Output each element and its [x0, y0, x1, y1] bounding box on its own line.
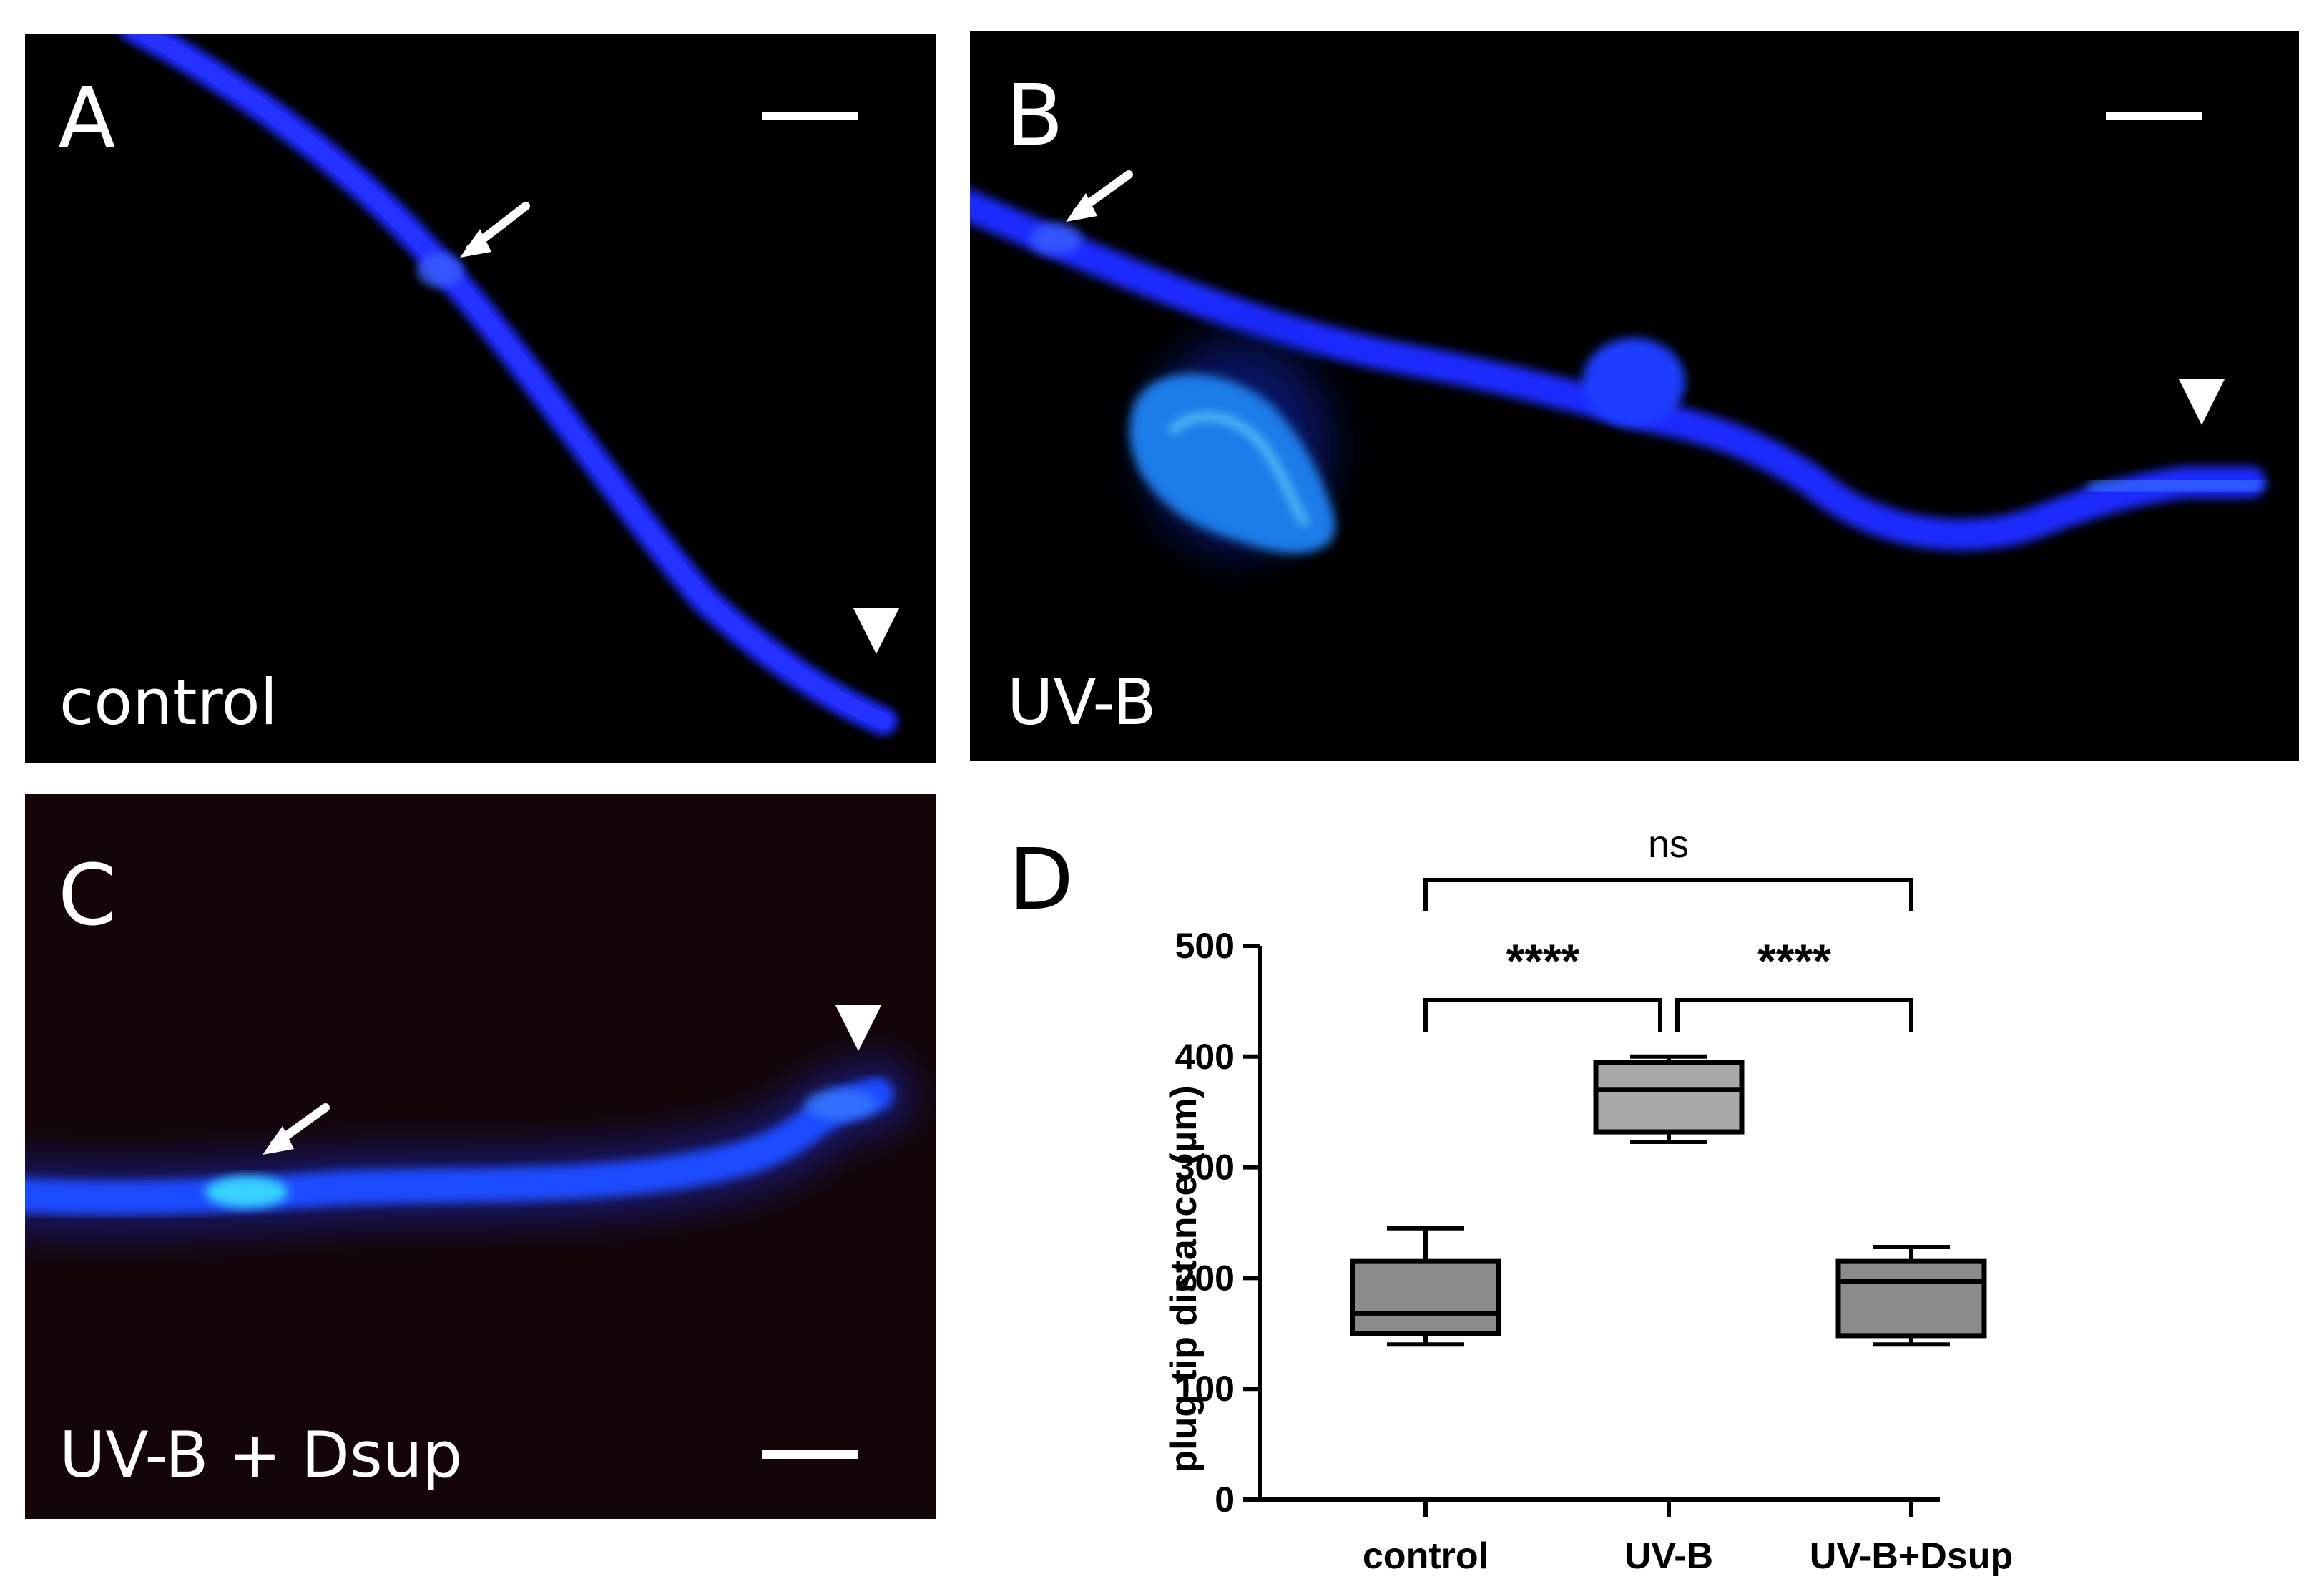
condition-label: UV-B + Dsup — [59, 1418, 463, 1492]
chart-boxes — [1350, 1054, 1987, 1347]
x-tick-label: control — [1363, 1535, 1489, 1577]
box-control — [1350, 1226, 1501, 1347]
condition-label: control — [59, 665, 278, 739]
pollen-tube-image-uvb — [970, 170, 2266, 554]
panel-c-micrograph: C UV-B + Dsup — [25, 794, 936, 1519]
box-uv-b-dsup — [1835, 1245, 1987, 1347]
y-tick-label: 500 — [1175, 926, 1235, 966]
pollen-tube-image-uvb-dsup — [25, 1005, 916, 1238]
arrowhead-icon — [835, 1005, 881, 1051]
scale-bar — [762, 1450, 858, 1459]
significance-label: **** — [1506, 934, 1580, 987]
significance-bracket: **** — [1675, 934, 1913, 1032]
panel-b-micrograph: B UV-B — [970, 31, 2299, 761]
y-axis-label: plug-tip distance (µm) — [1163, 1085, 1205, 1472]
box-iqr — [1835, 1258, 1987, 1339]
box-uv-b — [1593, 1054, 1745, 1144]
bracket-line — [1423, 878, 1913, 911]
pollen-tube-image-control — [119, 34, 899, 735]
arrow-icon — [263, 1103, 330, 1155]
x-tick-label: UV-B — [1624, 1535, 1713, 1577]
panel-letter: C — [58, 846, 117, 944]
arrowhead-icon — [853, 608, 899, 654]
arrow-icon — [460, 202, 530, 258]
box-iqr — [1593, 1060, 1745, 1135]
panel-a-micrograph: A control — [25, 34, 936, 763]
y-tick-label: 300 — [1175, 1148, 1235, 1188]
boxplot-chart: D 0 100 200 300 400 500 control UV-B UV-B+Dsup *… — [1009, 823, 2014, 1577]
bracket-line — [1423, 998, 1662, 1032]
significance-label: **** — [1757, 934, 1831, 987]
panel-letter: B — [1006, 66, 1064, 165]
y-tick-label: 100 — [1175, 1369, 1235, 1409]
significance-label: ns — [1648, 823, 1689, 866]
box-iqr — [1350, 1258, 1501, 1336]
significance-bracket: ns — [1423, 823, 1913, 911]
condition-label: UV-B — [1007, 665, 1157, 739]
chart-axes: 0 100 200 300 400 500 control UV-B UV-B+Dsup — [1175, 926, 2014, 1577]
bracket-line — [1675, 998, 1913, 1032]
significance-bracket: **** — [1423, 934, 1662, 1032]
panel-letter: D — [1009, 830, 1074, 929]
y-tick-label: 200 — [1175, 1258, 1235, 1298]
chart-comparisons: **** **** ns — [1423, 823, 1913, 1032]
scale-bar — [2106, 112, 2202, 120]
x-tick-label: UV-B+Dsup — [1810, 1535, 2014, 1577]
scale-bar — [762, 112, 858, 120]
panel-letter: A — [58, 69, 116, 167]
y-tick-label: 400 — [1175, 1037, 1235, 1077]
arrowhead-icon — [2179, 379, 2225, 425]
panel-d-chart: D 0 100 200 300 400 500 control UV-B UV-B+Dsup *… — [958, 794, 2324, 1579]
y-tick-label: 0 — [1215, 1480, 1235, 1520]
arrow-icon — [1066, 170, 1133, 222]
